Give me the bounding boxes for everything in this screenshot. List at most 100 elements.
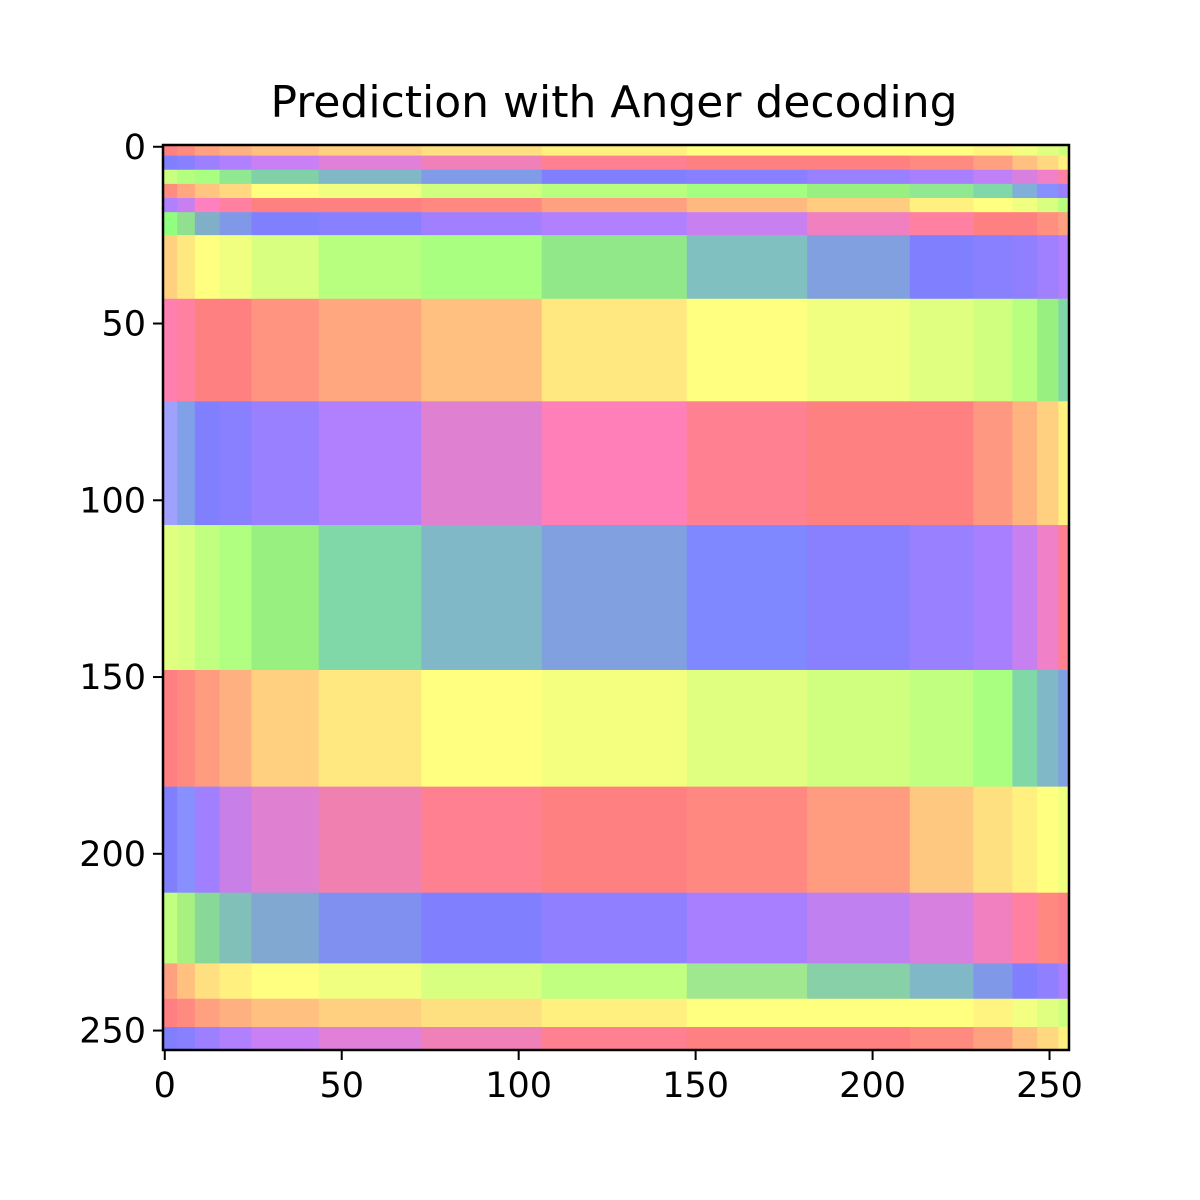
heatmap-cell xyxy=(1037,235,1059,300)
heatmap-cell xyxy=(219,963,253,1000)
heatmap-cell xyxy=(541,525,688,671)
heatmap-cell xyxy=(177,786,196,894)
heatmap-cell xyxy=(909,963,975,1000)
heatmap-cell xyxy=(1012,786,1038,894)
heatmap-cell xyxy=(973,298,1013,402)
heatmap-cell xyxy=(219,892,253,964)
heatmap-cell xyxy=(686,145,808,157)
plot-area xyxy=(163,145,1070,1051)
heatmap-cell xyxy=(177,212,196,236)
heatmap-cell xyxy=(1037,198,1059,213)
heatmap-cell xyxy=(251,786,320,894)
heatmap-cell xyxy=(177,145,196,157)
heatmap-cell xyxy=(251,198,320,213)
heatmap-cell xyxy=(177,892,196,964)
heatmap-cell xyxy=(1058,169,1070,185)
heatmap-cell xyxy=(541,298,688,402)
heatmap-cell xyxy=(807,525,911,671)
heatmap-cell xyxy=(318,183,422,199)
x-axis: 0 50 100 150 200 250 xyxy=(154,1050,1083,1106)
heatmap-cell xyxy=(177,669,196,788)
heatmap-cell xyxy=(973,198,1013,213)
heatmap-cell xyxy=(1058,1027,1070,1051)
heatmap-cell xyxy=(163,145,178,157)
heatmap-cell xyxy=(973,235,1013,300)
heatmap-cell xyxy=(318,145,422,157)
heatmap-cell xyxy=(973,892,1013,964)
heatmap-cell xyxy=(686,198,808,213)
heatmap-cell xyxy=(1012,892,1038,964)
heatmap-cell xyxy=(909,1027,975,1051)
heatmap-cell xyxy=(421,212,543,236)
heatmap-cell xyxy=(686,235,808,300)
heatmap-cell xyxy=(541,145,688,157)
heatmap-cell xyxy=(163,963,178,1000)
heatmap-cell xyxy=(1037,669,1059,788)
heatmap-cell xyxy=(194,786,221,894)
heatmap-cell xyxy=(1037,298,1059,402)
heatmap-cell xyxy=(686,669,808,788)
x-tick-label: 200 xyxy=(839,1066,906,1106)
heatmap-cell xyxy=(251,235,320,300)
chart-title: Prediction with Anger decoding xyxy=(270,77,957,128)
heatmap-cell xyxy=(421,198,543,213)
heatmap-cell xyxy=(163,298,178,402)
heatmap-cell xyxy=(1037,401,1059,526)
heatmap-cell xyxy=(219,169,253,185)
heatmap-cell xyxy=(909,892,975,964)
heatmap-cell xyxy=(973,525,1013,671)
heatmap-cell xyxy=(251,169,320,185)
heatmap-cell xyxy=(807,669,911,788)
heatmap-cell xyxy=(318,155,422,171)
heatmap-cell xyxy=(1037,892,1059,964)
heatmap-cell xyxy=(421,298,543,402)
heatmap-cell xyxy=(1058,198,1070,213)
heatmap-cell xyxy=(1058,183,1070,199)
heatmap-cell xyxy=(194,183,221,199)
heatmap-cell xyxy=(251,401,320,526)
heatmap-cell xyxy=(421,235,543,300)
heatmap-cell xyxy=(251,963,320,1000)
heatmap-cell xyxy=(1012,169,1038,185)
heatmap-cell xyxy=(318,298,422,402)
heatmap-cell xyxy=(541,669,688,788)
heatmap-cell xyxy=(686,525,808,671)
heatmap-cell xyxy=(541,401,688,526)
heatmap-cell xyxy=(318,235,422,300)
heatmap-cell xyxy=(686,169,808,185)
heatmap-cell xyxy=(194,198,221,213)
heatmap-cell xyxy=(194,998,221,1028)
heatmap-cell xyxy=(1012,183,1038,199)
heatmap-cell xyxy=(973,669,1013,788)
heatmap-cell xyxy=(1012,998,1038,1028)
heatmap-cell xyxy=(1012,235,1038,300)
heatmap-cell xyxy=(163,998,178,1028)
heatmap-cell xyxy=(1058,212,1070,236)
heatmap-cell xyxy=(1058,963,1070,1000)
heatmap-cell xyxy=(1037,786,1059,894)
heatmap-cell xyxy=(1058,669,1070,788)
heatmap-cell xyxy=(686,401,808,526)
heatmap-cell xyxy=(163,1027,178,1051)
heatmap-cell xyxy=(807,786,911,894)
heatmap-cell xyxy=(194,145,221,157)
heatmap-cell xyxy=(686,155,808,171)
heatmap-cell xyxy=(1012,963,1038,1000)
heatmap-cell xyxy=(541,183,688,199)
heatmap-cell xyxy=(1058,145,1070,157)
heatmap-cell xyxy=(251,155,320,171)
heatmap-cell xyxy=(909,155,975,171)
heatmap-cell xyxy=(686,212,808,236)
heatmap-cell xyxy=(1058,525,1070,671)
heatmap-cell xyxy=(1058,235,1070,300)
heatmap-cell xyxy=(251,298,320,402)
heatmap-cell xyxy=(177,198,196,213)
y-tick-label: 50 xyxy=(101,305,146,345)
heatmap-cell xyxy=(1037,183,1059,199)
heatmap-cell xyxy=(973,183,1013,199)
heatmap-cell xyxy=(163,401,178,526)
heatmap-cell xyxy=(541,155,688,171)
x-tick-label: 250 xyxy=(1016,1066,1083,1106)
heatmap-cell xyxy=(194,963,221,1000)
heatmap-cell xyxy=(973,1027,1013,1051)
